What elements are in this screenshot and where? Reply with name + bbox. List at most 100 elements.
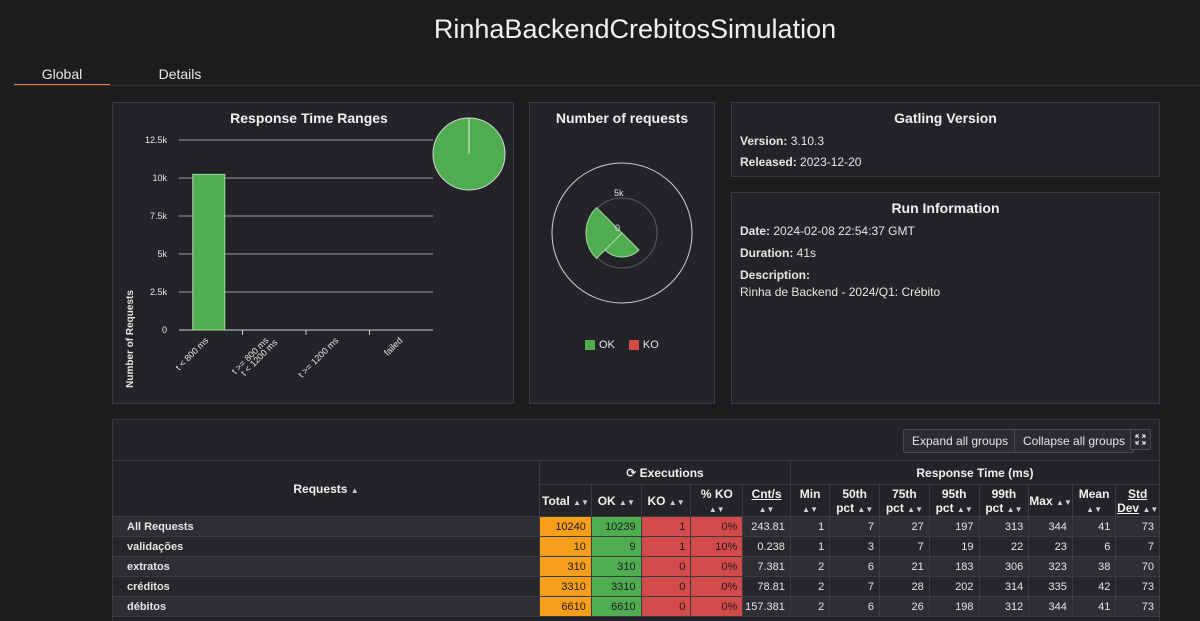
cell-pct_ko: 0% <box>690 556 744 577</box>
request-name[interactable]: extratos <box>111 556 541 577</box>
statistics-rows: All Requests 10240 10239 1 0% 243.81 1 7 27 197 31… <box>111 516 1160 617</box>
cell-total: 10 <box>539 536 592 557</box>
number-of-requests-chart: 5k 0 <box>551 162 693 304</box>
col-ok[interactable]: OK ▲▼ <box>590 484 642 517</box>
cell-mean: 41 <box>1071 516 1117 537</box>
cell-std: 7 <box>1115 536 1160 557</box>
request-name[interactable]: validações <box>111 536 541 557</box>
executions-header: ⟳ Executions <box>539 460 791 485</box>
table-row[interactable]: débitos 6610 6610 0 0% 157.381 2 6 26 198 312 344 41… <box>111 596 1160 617</box>
cell-cnt_s: 157.381 <box>742 596 791 617</box>
cell-p95: 198 <box>928 596 980 617</box>
col-p99[interactable]: 99th pct ▲▼ <box>978 484 1030 517</box>
cell-p99: 22 <box>978 536 1030 557</box>
gatling-version-panel: Gatling Version Version: 3.10.3 Released… <box>731 102 1160 177</box>
y-tick-label: 7.5k <box>150 211 168 221</box>
cell-max: 323 <box>1028 556 1073 577</box>
expand-arrows-icon-svg <box>1135 434 1146 445</box>
col-p75[interactable]: 75th pct ▲▼ <box>879 484 930 517</box>
tab-global[interactable]: Global <box>14 62 110 86</box>
cell-std: 73 <box>1115 516 1160 537</box>
col-total[interactable]: Total ▲▼ <box>539 484 592 517</box>
cell-std: 73 <box>1115 596 1160 617</box>
table-row[interactable]: extratos 310 310 0 0% 7.381 2 6 21 183 306 323 38 70 <box>111 556 1160 577</box>
cell-p95: 19 <box>928 536 980 557</box>
expand-arrows-icon[interactable] <box>1130 429 1151 450</box>
sort-icon: ▲▼ <box>1055 497 1072 507</box>
request-wedges <box>585 206 640 260</box>
sort-icon: ▲▼ <box>802 504 819 514</box>
cell-total: 10240 <box>539 516 592 537</box>
description-label: Description: <box>740 268 811 282</box>
cell-total: 310 <box>539 556 592 577</box>
expand-all-groups-button[interactable]: Expand all groups <box>903 429 1018 453</box>
col-cnt-s[interactable]: Cnt/s ▲▼ <box>742 484 791 517</box>
cell-p50: 6 <box>829 556 881 577</box>
cell-p75: 26 <box>879 596 930 617</box>
y-tick-label: 12.5k <box>145 135 168 145</box>
col-mean[interactable]: Mean ▲▼ <box>1071 484 1117 517</box>
cell-max: 344 <box>1028 596 1073 617</box>
tab-details[interactable]: Details <box>158 66 202 82</box>
cell-ok: 9 <box>590 536 642 557</box>
collapse-all-groups-button[interactable]: Collapse all groups <box>1014 429 1135 453</box>
run-information-panel: Run Information Date: 2024-02-08 22:54:3… <box>731 192 1160 404</box>
sort-icon: ▲▼ <box>956 504 973 514</box>
cell-cnt_s: 78.81 <box>742 576 791 597</box>
cell-std: 73 <box>1115 576 1160 597</box>
cell-min: 1 <box>789 536 831 557</box>
request-name[interactable]: débitos <box>111 596 541 617</box>
version-line: Version: 3.10.3 <box>740 134 825 148</box>
cell-std: 70 <box>1115 556 1160 577</box>
table-row[interactable]: créditos 3310 3310 0 0% 78.81 2 7 28 202 314 335 42 7… <box>111 576 1160 597</box>
y-tick-label: 0 <box>162 325 167 335</box>
col-max[interactable]: Max ▲▼ <box>1028 484 1073 517</box>
cell-min: 2 <box>789 596 831 617</box>
cell-max: 344 <box>1028 516 1073 537</box>
cell-cnt_s: 243.81 <box>742 516 791 537</box>
col-ko[interactable]: KO ▲▼ <box>640 484 692 517</box>
cell-p75: 28 <box>879 576 930 597</box>
table-row[interactable]: All Requests 10240 10239 1 0% 243.81 1 7 27 197 31… <box>111 516 1160 537</box>
col-pct-ko[interactable]: % KO ▲▼ <box>690 484 744 517</box>
cell-p95: 197 <box>928 516 980 537</box>
col-min[interactable]: Min ▲▼ <box>789 484 831 517</box>
cell-p75: 27 <box>879 516 930 537</box>
request-name[interactable]: créditos <box>111 576 541 597</box>
radial-tick-5k: 5k <box>614 188 624 198</box>
col-std-dev[interactable]: Std Dev ▲▼ <box>1115 484 1160 517</box>
wedge-ok <box>585 206 623 260</box>
date-line: Date: 2024-02-08 22:54:37 GMT <box>740 224 915 238</box>
date-value: 2024-02-08 22:54:37 GMT <box>773 224 915 238</box>
cell-mean: 38 <box>1071 556 1117 577</box>
cell-pct_ko: 0% <box>690 596 744 617</box>
description-value: Rinha de Backend - 2024/Q1: Crébito <box>740 285 941 299</box>
x-tick-label: t >= 1200 ms <box>296 335 341 380</box>
cell-total: 3310 <box>539 576 592 597</box>
cell-p99: 312 <box>978 596 1030 617</box>
cell-p95: 183 <box>928 556 980 577</box>
duration-line: Duration: 41s <box>740 246 817 260</box>
sort-icon: ▲▼ <box>907 504 924 514</box>
cell-p99: 306 <box>978 556 1030 577</box>
col-p95[interactable]: 95th pct ▲▼ <box>928 484 980 517</box>
cell-p99: 314 <box>978 576 1030 597</box>
request-name[interactable]: All Requests <box>111 516 541 537</box>
col-p50[interactable]: 50th pct ▲▼ <box>829 484 881 517</box>
response-time-ranges-title: Response Time Ranges <box>230 110 388 126</box>
tab-bar: Global Details <box>14 62 230 86</box>
x-tick-label: failed <box>382 335 404 357</box>
cell-p75: 7 <box>879 536 930 557</box>
cell-ko: 1 <box>640 536 692 557</box>
cell-pct_ko: 0% <box>690 576 744 597</box>
sort-asc-icon: ▲ <box>350 485 359 495</box>
y-tick-label: 10k <box>152 173 167 183</box>
requests-header[interactable]: Requests ▲ <box>111 460 541 517</box>
cell-p75: 21 <box>879 556 930 577</box>
sort-icon: ▲▼ <box>668 497 685 507</box>
requests-legend: OK KO <box>585 339 659 351</box>
table-row[interactable]: validações 10 9 1 10% 0.238 1 3 7 19 22 23 6 7 <box>111 536 1160 557</box>
cell-ok: 10239 <box>590 516 642 537</box>
sort-icon: ▲▼ <box>1006 504 1023 514</box>
cell-p50: 3 <box>829 536 881 557</box>
